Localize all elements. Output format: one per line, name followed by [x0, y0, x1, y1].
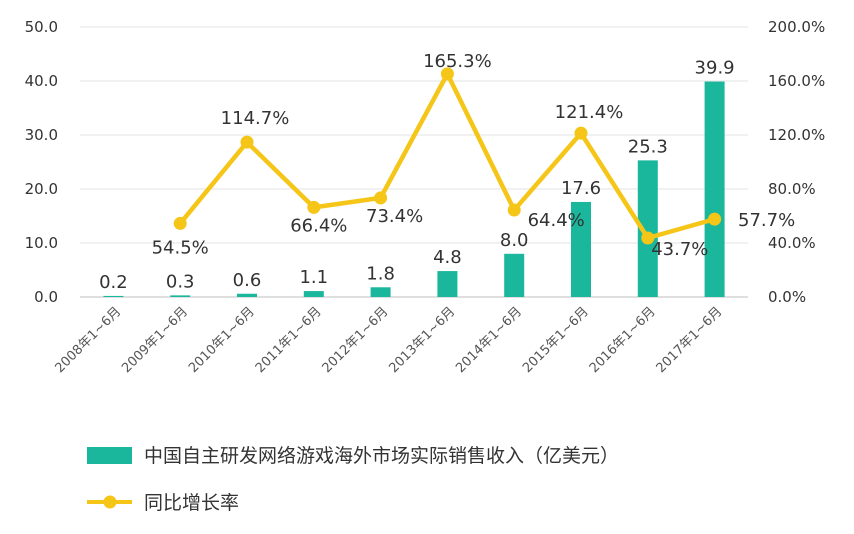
y-right-tick-label: 80.0%	[768, 180, 816, 198]
bar-value-label: 17.6	[561, 178, 601, 199]
bar-value-label: 39.9	[695, 58, 735, 79]
x-tick-label: 2016年1~6月	[587, 304, 659, 376]
bar	[437, 271, 458, 297]
x-tick-label: 2010年1~6月	[186, 304, 258, 376]
bar-data-labels: 0.2 0.3 0.6 1.1 1.8 4.8 8.0 17.6 25.3 39.9	[99, 58, 735, 293]
y-left-tick-label: 50.0	[25, 18, 58, 36]
right-axis: 0.0% 40.0% 80.0% 120.0% 160.0% 200.0%	[768, 18, 825, 306]
bar-value-label: 0.3	[166, 271, 195, 292]
bar-value-label: 25.3	[628, 136, 668, 157]
legend-bar-swatch	[87, 447, 132, 464]
x-tick-label: 2012年1~6月	[320, 304, 392, 376]
y-right-tick-label: 200.0%	[768, 18, 825, 36]
line-point	[708, 212, 722, 226]
line-value-label: 43.7%	[651, 239, 708, 260]
x-tick-label: 2013年1~6月	[386, 304, 458, 376]
line-point	[440, 67, 454, 81]
y-left-tick-label: 0.0	[34, 288, 58, 306]
y-right-tick-label: 120.0%	[768, 126, 825, 144]
y-right-tick-label: 40.0%	[768, 234, 816, 252]
line-data-labels: 54.5% 114.7% 66.4% 73.4% 165.3% 64.4% 121.4% 43…	[152, 51, 796, 260]
legend-line-label: 同比增长率	[144, 492, 239, 514]
bar	[303, 291, 324, 297]
x-tick-label: 2011年1~6月	[253, 304, 325, 376]
x-tick-label: 2009年1~6月	[119, 304, 191, 376]
x-tick-label: 2017年1~6月	[654, 304, 726, 376]
y-right-tick-label: 160.0%	[768, 72, 825, 90]
bar-value-label: 0.2	[99, 272, 128, 293]
bar	[637, 160, 658, 297]
line-point	[574, 126, 588, 140]
y-left-tick-label: 20.0	[25, 180, 58, 198]
bar	[170, 295, 191, 297]
bar-value-label: 8.0	[500, 230, 529, 251]
legend-line-marker	[103, 495, 117, 509]
line-value-label: 114.7%	[221, 108, 290, 129]
bar-value-label: 4.8	[433, 247, 462, 268]
line-value-label: 66.4%	[290, 215, 347, 236]
gridlines	[80, 26, 748, 298]
line-value-label: 73.4%	[366, 206, 423, 227]
bar	[704, 81, 725, 297]
y-left-tick-label: 40.0	[25, 72, 58, 90]
left-axis: 0.0 10.0 20.0 30.0 40.0 50.0	[25, 18, 58, 306]
bar-series	[103, 81, 725, 297]
line-point	[374, 191, 388, 205]
line-point	[641, 231, 655, 245]
line-value-label: 64.4%	[528, 210, 585, 231]
line-point	[240, 135, 254, 149]
line-series	[173, 67, 722, 245]
bar	[237, 293, 257, 297]
line-point	[173, 216, 187, 230]
legend: 中国自主研发网络游戏海外市场实际销售收入（亿美元） 同比增长率	[87, 445, 619, 514]
line-value-label: 165.3%	[423, 51, 492, 72]
x-axis: 2008年1~6月2009年1~6月2010年1~6月2011年1~6月2012…	[52, 304, 725, 376]
bar	[504, 253, 525, 297]
y-right-tick-label: 0.0%	[768, 288, 806, 306]
x-tick-label: 2014年1~6月	[453, 304, 525, 376]
line-value-label: 57.7%	[738, 210, 795, 231]
bar-value-label: 1.1	[299, 267, 328, 288]
bar-value-label: 0.6	[233, 270, 262, 291]
line-value-label: 121.4%	[555, 102, 624, 123]
line-point	[307, 200, 321, 214]
x-tick-label: 2008年1~6月	[52, 304, 124, 376]
legend-bar-label: 中国自主研发网络游戏海外市场实际销售收入（亿美元）	[144, 445, 619, 467]
line-point	[507, 203, 521, 217]
bar-value-label: 1.8	[366, 263, 395, 284]
line-value-label: 54.5%	[152, 237, 209, 258]
bar	[103, 295, 124, 297]
bar	[370, 287, 391, 297]
y-left-tick-label: 30.0	[25, 126, 58, 144]
y-left-tick-label: 10.0	[25, 234, 58, 252]
x-tick-label: 2015年1~6月	[520, 304, 592, 376]
bar	[571, 201, 591, 297]
